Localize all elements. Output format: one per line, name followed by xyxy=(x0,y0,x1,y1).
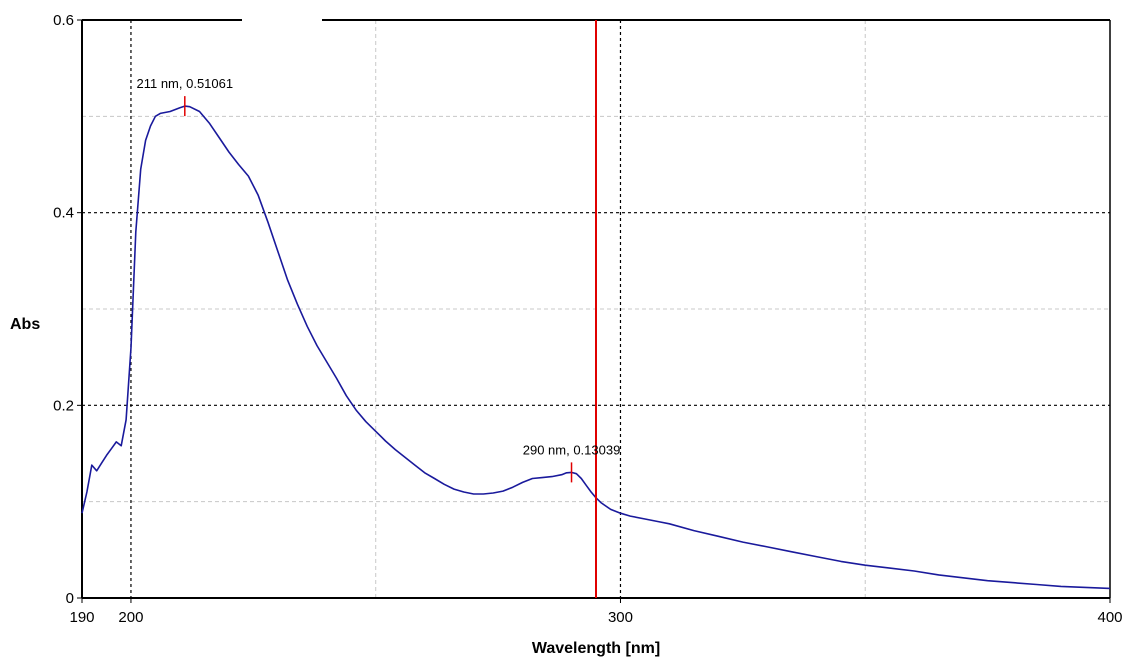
peak-label: 211 nm, 0.51061 xyxy=(136,76,233,91)
tick-labels: 0 0.2 0.4 0.6 190 200 300 400 xyxy=(53,12,1122,626)
y-axis-title: Abs xyxy=(10,316,40,333)
y-tick-label: 0.4 xyxy=(53,205,74,222)
peak-label: 290 nm, 0.13039 xyxy=(523,442,621,457)
spectrum-line xyxy=(81,105,1111,590)
y-tick-label: 0.2 xyxy=(53,397,74,414)
x-tick-label: 190 xyxy=(69,609,94,626)
curve-layer xyxy=(81,105,1111,590)
x-tick-label: 300 xyxy=(608,609,633,626)
y-tick-label: 0.6 xyxy=(53,12,74,29)
y-tick-label: 0 xyxy=(66,590,74,607)
x-axis-title: Wavelength [nm] xyxy=(532,640,660,657)
annotation-layer: 211 nm, 0.51061 290 nm, 0.13039 xyxy=(136,76,621,483)
x-tick-label: 200 xyxy=(118,609,143,626)
x-tick-label: 400 xyxy=(1097,609,1122,626)
